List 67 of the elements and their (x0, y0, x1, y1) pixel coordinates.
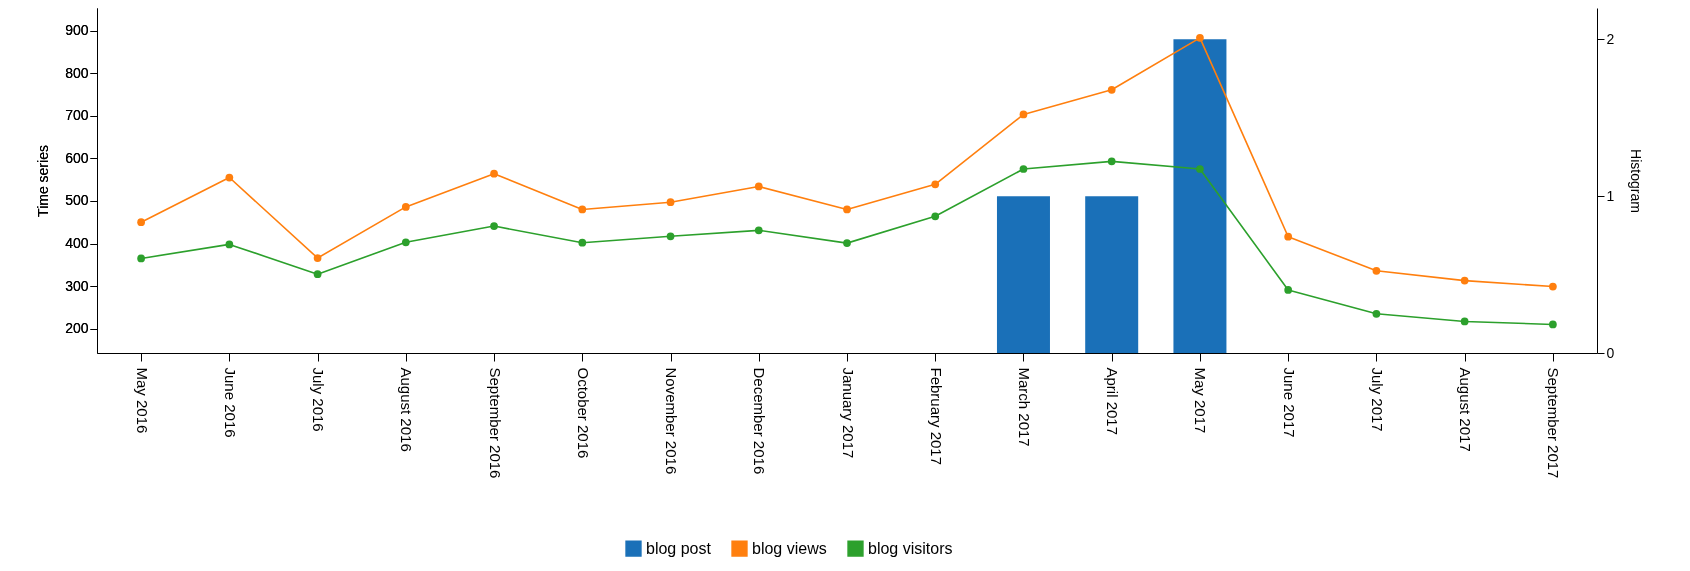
point (401, 203, 410, 211)
point (1372, 309, 1381, 318)
x-tick-label: October 2016 (574, 367, 592, 459)
point (1460, 317, 1469, 326)
x-tick-label: June 2017 (1280, 367, 1298, 438)
y-tick-label: 300 (65, 277, 89, 294)
point (1372, 266, 1381, 275)
point (1019, 110, 1028, 119)
point (137, 218, 145, 227)
x-tick-label: January 2017 (839, 367, 857, 459)
x-tick-label: August 2016 (398, 367, 416, 452)
legend-label: blog post (646, 539, 712, 557)
x-tick-label: July 2017 (1368, 367, 1386, 432)
point (754, 226, 763, 235)
x-tick-label: December 2016 (751, 367, 769, 475)
point (225, 240, 234, 249)
y-tick-label: 200 (65, 320, 89, 337)
y2-tick-label: 2 (1606, 30, 1615, 47)
point (490, 169, 498, 178)
point (843, 239, 851, 247)
point (1107, 157, 1116, 166)
y-tick-label: 400 (65, 235, 89, 252)
point (754, 182, 763, 191)
point (1196, 165, 1204, 173)
point (1460, 276, 1469, 285)
point (1549, 320, 1557, 329)
legend-label: blog views (752, 539, 827, 557)
point (313, 254, 322, 262)
y-tick-label: 800 (65, 64, 89, 81)
point (1284, 286, 1293, 294)
point (578, 238, 587, 247)
y2-tick-label: 0 (1606, 344, 1615, 361)
legend-label: blog visitors (868, 539, 953, 557)
y-tick-label: 700 (65, 107, 89, 124)
x-tick-label: May 2017 (1192, 367, 1210, 434)
point (578, 205, 587, 214)
y-tick-label: 900 (65, 22, 89, 39)
point (931, 180, 940, 189)
point (401, 238, 410, 247)
point (1107, 85, 1116, 94)
x-tick-label: May 2016 (133, 367, 151, 434)
y-tick-label: 600 (65, 149, 89, 166)
x-tick-label: September 2016 (486, 367, 504, 479)
y2-axis-title: Histogram (1628, 149, 1645, 213)
point (1549, 282, 1557, 291)
point (225, 173, 234, 182)
x-tick-label: June 2016 (221, 367, 239, 438)
x-tick-label: July 2016 (310, 367, 328, 432)
point (1284, 232, 1293, 241)
point (931, 212, 940, 221)
x-tick-label: April 2017 (1104, 367, 1122, 436)
point (313, 270, 322, 279)
point (137, 254, 145, 263)
point (843, 205, 851, 214)
point (666, 198, 675, 207)
point (490, 222, 498, 230)
point (1196, 33, 1204, 42)
x-tick-label: September 2017 (1545, 367, 1563, 479)
x-tick-label: November 2016 (663, 367, 681, 475)
y-tick-label: 500 (65, 192, 89, 209)
x-tick-label: February 2017 (927, 367, 945, 466)
point (666, 232, 675, 241)
y2-tick-label: 1 (1606, 187, 1615, 204)
x-tick-label: March 2017 (1015, 367, 1033, 447)
y-axis-title: Time series (35, 145, 52, 217)
point (1019, 165, 1028, 173)
x-tick-label: August 2017 (1457, 367, 1475, 452)
